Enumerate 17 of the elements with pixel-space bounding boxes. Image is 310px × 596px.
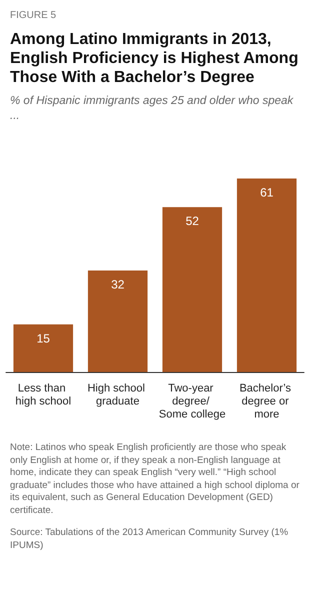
source-note: Source: Tabulations of the 2013 American Community Survey (1% IPUMS) — [10, 527, 290, 552]
chart-subtitle: % of Hispanic immigrants ages 25 and older who speak ... — [10, 94, 294, 124]
data-label: 32 — [111, 278, 125, 292]
x-tick-label: Less than high school — [15, 382, 72, 408]
data-label: 61 — [260, 186, 274, 200]
data-label: 15 — [36, 331, 50, 346]
bar — [236, 178, 297, 372]
x-tick-label: Bachelor’s degree or more — [239, 382, 294, 420]
data-label: 52 — [186, 214, 200, 228]
x-tick-label: High school graduate — [87, 382, 148, 408]
x-tick-label: Two-year degree/ Some college — [158, 382, 226, 420]
chart-title: Among Latino Immigrants in 2013, English Proficiency is Highest Among Those With a Bachelor’s Degree — [10, 30, 300, 87]
caption: FIGURE 5 — [10, 10, 56, 21]
bar — [162, 207, 222, 372]
bar — [13, 324, 74, 372]
bar — [88, 270, 148, 372]
text: Note: Latinos who speak English proficiently are those who speak only English at home or, if they speak a non-English language at home, indicate they can speak English “very well.” “High school graduate” includes those who have attained a high school diploma or its equivalent, such as General Education Development (GED) certificate. — [10, 442, 300, 517]
